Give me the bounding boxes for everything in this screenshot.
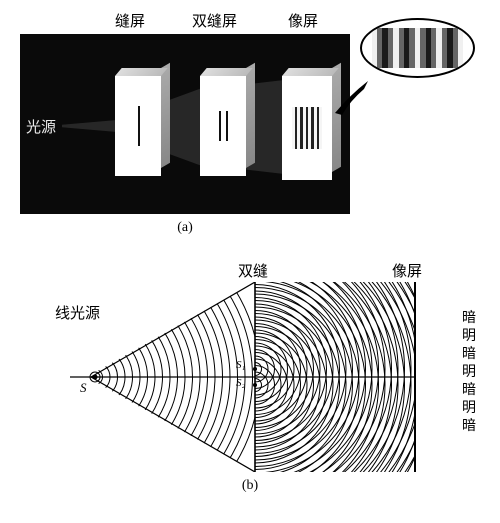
fringe-state: 明 bbox=[462, 400, 476, 418]
label-image-screen-b: 像屏 bbox=[392, 260, 422, 281]
interference-fringes-large bbox=[372, 28, 464, 68]
fringe-state: 明 bbox=[462, 328, 476, 346]
label-slit-screen: 缝屏 bbox=[115, 10, 145, 31]
interference-fringes-small bbox=[292, 107, 322, 149]
label-light-source: 光源 bbox=[26, 116, 56, 137]
s2-symbol: S₂ bbox=[236, 377, 245, 389]
source-symbol: S bbox=[80, 380, 87, 396]
fringe-state: 明 bbox=[462, 364, 476, 382]
fringe-labels: 暗明暗明暗明暗 bbox=[462, 310, 476, 436]
double-slit-screen bbox=[200, 76, 246, 176]
panel-b: 双缝 像屏 线光源 S S₁ S₂ 暗明暗明暗明暗 (b) bbox=[20, 260, 480, 500]
wave-diagram: S S₁ S₂ bbox=[20, 282, 480, 472]
panel-a: 缝屏 双缝屏 像屏 光源 (a) bbox=[20, 10, 480, 220]
fringe-state: 暗 bbox=[462, 382, 476, 400]
s1-symbol: S₁ bbox=[236, 359, 245, 371]
single-slit bbox=[138, 106, 140, 146]
caption-a: (a) bbox=[20, 220, 350, 236]
label-double-slit-b: 双缝 bbox=[238, 260, 268, 281]
image-screen bbox=[282, 76, 332, 180]
slit-right bbox=[226, 111, 228, 141]
experiment-box: 光源 bbox=[20, 34, 350, 214]
single-slit-screen bbox=[115, 76, 161, 176]
fringe-state: 暗 bbox=[462, 310, 476, 328]
callout-tail bbox=[330, 75, 380, 125]
callout-bubble bbox=[360, 18, 475, 78]
fringe-state: 暗 bbox=[462, 418, 476, 436]
label-image-screen: 像屏 bbox=[288, 10, 318, 31]
label-double-slit-screen: 双缝屏 bbox=[192, 10, 237, 31]
beam-segment bbox=[62, 120, 117, 132]
caption-b: (b) bbox=[20, 478, 480, 494]
slit-left bbox=[219, 111, 221, 141]
fringe-state: 暗 bbox=[462, 346, 476, 364]
